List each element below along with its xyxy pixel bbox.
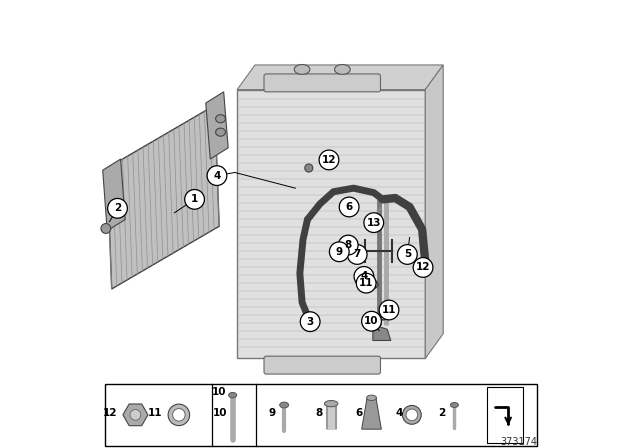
Ellipse shape (280, 402, 289, 408)
Text: 12: 12 (416, 263, 430, 272)
Ellipse shape (403, 405, 421, 424)
Polygon shape (108, 105, 220, 289)
Ellipse shape (216, 128, 225, 136)
Ellipse shape (228, 392, 237, 398)
Ellipse shape (367, 395, 376, 401)
Text: 6: 6 (346, 202, 353, 212)
Text: 8: 8 (315, 408, 323, 418)
Circle shape (379, 300, 399, 320)
Text: 4: 4 (213, 171, 221, 181)
Circle shape (319, 150, 339, 170)
Polygon shape (425, 65, 443, 358)
Text: 9: 9 (268, 408, 275, 418)
Polygon shape (237, 90, 425, 358)
Circle shape (168, 404, 189, 426)
Text: 10: 10 (213, 408, 227, 418)
Text: 10: 10 (212, 387, 227, 397)
Circle shape (330, 242, 349, 262)
Circle shape (207, 166, 227, 185)
Ellipse shape (324, 401, 338, 407)
Ellipse shape (101, 224, 111, 233)
Text: 9: 9 (336, 247, 343, 257)
Ellipse shape (294, 65, 310, 74)
Polygon shape (373, 325, 391, 340)
Text: 7: 7 (353, 250, 361, 259)
Polygon shape (103, 159, 125, 231)
FancyBboxPatch shape (487, 387, 523, 443)
Text: 10: 10 (364, 316, 379, 326)
FancyBboxPatch shape (105, 384, 538, 446)
Circle shape (362, 311, 381, 331)
Text: 5: 5 (404, 250, 411, 259)
Ellipse shape (216, 115, 225, 123)
Circle shape (300, 312, 320, 332)
Ellipse shape (451, 402, 458, 408)
Text: 12: 12 (103, 408, 118, 418)
Polygon shape (237, 65, 443, 90)
Text: 11: 11 (381, 305, 396, 315)
Circle shape (364, 213, 383, 233)
Polygon shape (206, 92, 228, 159)
Circle shape (339, 235, 358, 255)
Circle shape (348, 245, 367, 264)
Ellipse shape (335, 65, 350, 74)
Circle shape (354, 267, 374, 286)
Circle shape (185, 190, 204, 209)
Circle shape (130, 409, 141, 420)
Ellipse shape (420, 259, 430, 269)
Text: 373174: 373174 (500, 437, 538, 447)
Text: 12: 12 (322, 155, 336, 165)
Text: 4: 4 (396, 408, 403, 418)
Circle shape (356, 273, 376, 293)
Circle shape (413, 258, 433, 277)
Ellipse shape (305, 164, 313, 172)
Polygon shape (362, 398, 381, 429)
Ellipse shape (406, 409, 418, 421)
FancyBboxPatch shape (264, 74, 380, 92)
Text: 8: 8 (344, 240, 352, 250)
Text: 1: 1 (191, 194, 198, 204)
Text: 4: 4 (360, 271, 367, 281)
Text: 6: 6 (355, 408, 363, 418)
Circle shape (339, 197, 359, 217)
Text: 11: 11 (359, 278, 373, 288)
Circle shape (173, 409, 185, 421)
Circle shape (108, 198, 127, 218)
FancyBboxPatch shape (264, 356, 380, 374)
Text: 2: 2 (438, 408, 445, 418)
Circle shape (397, 245, 417, 264)
Text: 3: 3 (307, 317, 314, 327)
Text: 13: 13 (367, 218, 381, 228)
Text: 11: 11 (148, 408, 163, 418)
Text: 2: 2 (114, 203, 121, 213)
